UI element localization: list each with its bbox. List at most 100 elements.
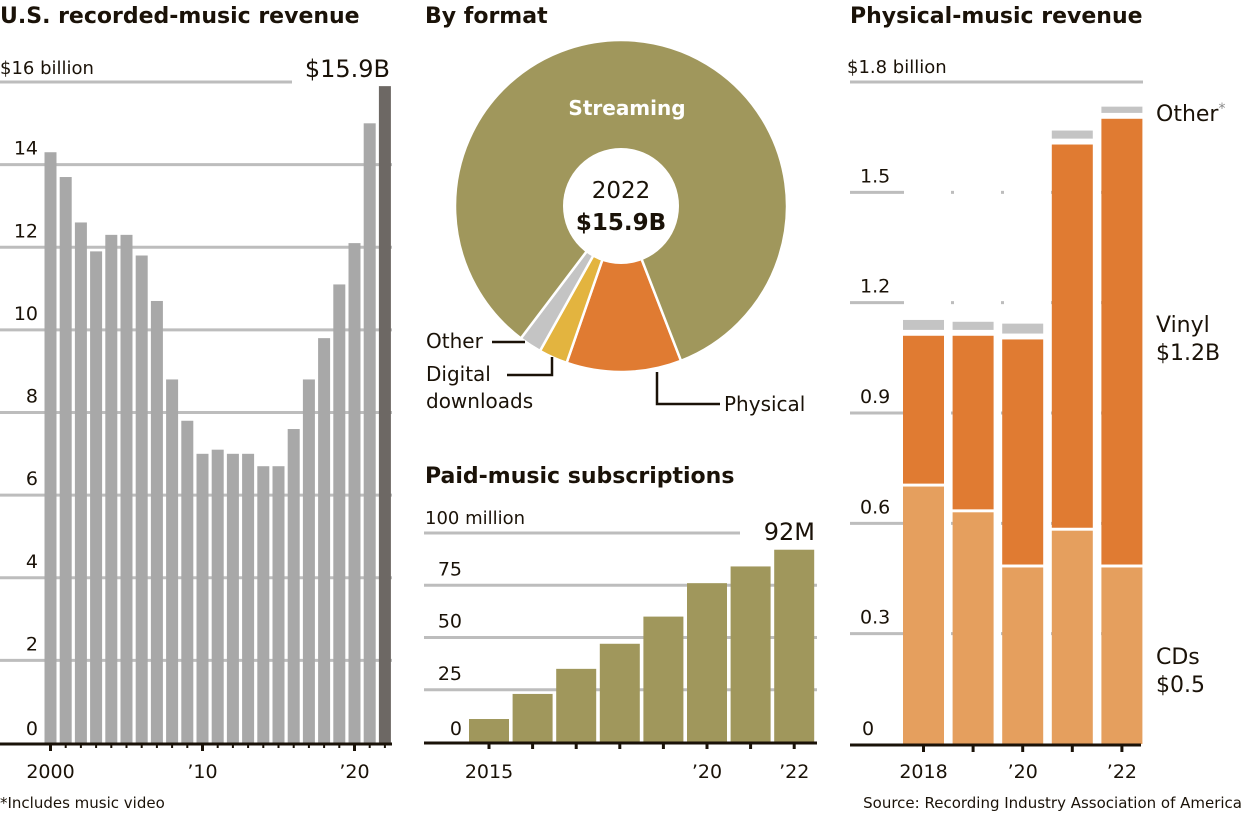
physical-ytick-label: 0.6 [860, 496, 890, 518]
physical-bar-other [903, 319, 944, 330]
physical-bar-other [1101, 106, 1143, 113]
physical-bar-vinyl [952, 335, 994, 510]
donut-center-year: 2022 [592, 178, 651, 204]
revenue-xtick-label: 2000 [26, 761, 74, 783]
subscriptions-ytick-label: 25 [438, 663, 462, 685]
physical-ytick-label: 1.2 [860, 276, 890, 298]
format-title: By format [425, 4, 548, 29]
revenue-bar [90, 251, 103, 743]
subscriptions-unit-label: 100 million [425, 508, 525, 529]
subscriptions-bar [469, 719, 509, 742]
format-chart: By format 2022 $15.9B Streaming Other Di… [425, 4, 805, 416]
physical-xtick-label: 2018 [899, 761, 947, 783]
subscriptions-ytick-label: 50 [438, 611, 462, 633]
other-label: Other [426, 329, 484, 353]
subscriptions-bar [556, 668, 597, 742]
physical-bar-cds [952, 512, 994, 744]
revenue-bar [348, 243, 361, 743]
legend-cds-label: CDs [1156, 645, 1200, 670]
physical-ytick-label: 0.3 [860, 607, 890, 629]
source-note: Source: Recording Industry Association o… [863, 794, 1242, 812]
subscriptions-xtick-label: ’20 [692, 761, 722, 783]
revenue-xtick-label: ’20 [339, 761, 369, 783]
subscriptions-chart: Paid-music subscriptions 25 50 75 0 100 mil… [424, 464, 817, 783]
physical-ytick-label: 1.5 [860, 165, 890, 187]
revenue-bar [287, 429, 300, 743]
revenue-bar [363, 123, 376, 743]
physical-chart: Physical-music revenue 0.30.60.91.21.50 … [847, 4, 1242, 812]
revenue-ytick-label: 6 [26, 468, 38, 490]
physical-bar-vinyl [1002, 339, 1044, 565]
subscriptions-bar [512, 693, 553, 742]
physical-bar-vinyl [1101, 118, 1143, 565]
revenue-bar [302, 379, 315, 743]
revenue-bar [181, 420, 194, 743]
revenue-bar [257, 466, 270, 743]
donut-slice-physical [565, 202, 683, 374]
digital-leader-line [507, 357, 554, 377]
revenue-title: U.S. recorded-music revenue [0, 4, 360, 29]
revenue-unit-label: $16 billion [0, 58, 94, 79]
legend-vinyl-value: $1.2B [1156, 341, 1220, 366]
revenue-bar [226, 453, 239, 743]
revenue-chart: U.S. recorded-music revenue 24681012140 … [0, 4, 392, 812]
revenue-bar [318, 338, 331, 743]
physical-unit-label: $1.8 billion [847, 57, 947, 78]
subscriptions-annotation: 92M [764, 518, 815, 546]
subscriptions-title: Paid-music subscriptions [425, 464, 734, 489]
legend-vinyl-label: Vinyl [1156, 313, 1210, 338]
revenue-ytick-label: 8 [26, 386, 38, 408]
revenue-bar [59, 177, 72, 744]
physical-leader-line [655, 372, 720, 406]
revenue-bar [166, 379, 179, 743]
revenue-bar [196, 453, 209, 743]
subscriptions-bar [643, 616, 684, 742]
revenue-bar [105, 234, 118, 743]
subscriptions-xtick-label: 2015 [465, 761, 513, 783]
physical-xtick-label: ’20 [1008, 761, 1038, 783]
physical-bar-cds [1101, 567, 1143, 744]
legend-cds-value: $0.5 [1156, 673, 1205, 698]
revenue-ytick-label: 14 [14, 138, 38, 160]
revenue-ytick-label: 10 [14, 303, 38, 325]
digital-label-line2: downloads [426, 389, 533, 413]
streaming-label: Streaming [568, 96, 685, 120]
physical-title: Physical-music revenue [850, 4, 1143, 29]
revenue-bar [378, 86, 391, 744]
revenue-bar [211, 449, 224, 743]
footnote: *Includes music video [0, 794, 165, 812]
donut-hole [563, 148, 679, 264]
subscriptions-xtick-label: ’22 [779, 761, 809, 783]
revenue-ytick-label: 12 [14, 220, 38, 242]
subscriptions-bar [599, 643, 640, 742]
revenue-xtick-label: ’10 [187, 761, 217, 783]
physical-bar-vinyl [903, 335, 944, 484]
revenue-bar [44, 152, 57, 743]
subscriptions-ytick-label: 75 [438, 558, 462, 580]
revenue-bar [242, 453, 255, 743]
revenue-ytick-label: 4 [26, 551, 38, 573]
physical-bar-other [1051, 130, 1093, 139]
physical-label: Physical [724, 392, 805, 416]
revenue-bar [120, 234, 133, 743]
physical-bar-other [1002, 323, 1044, 334]
revenue-bar [74, 222, 87, 743]
subscriptions-bar [774, 549, 815, 742]
donut-center-total: $15.9B [576, 210, 666, 236]
physical-bar-vinyl [1051, 144, 1093, 528]
revenue-ytick-label: 2 [26, 633, 38, 655]
subscriptions-ytick-label: 0 [450, 718, 462, 740]
legend-other-label: Other* [1156, 101, 1225, 127]
physical-bar-cds [1002, 567, 1044, 744]
revenue-bar [135, 255, 148, 743]
physical-ytick-label: 0.9 [860, 386, 890, 408]
revenue-bar [150, 300, 163, 743]
revenue-bar [272, 466, 285, 743]
physical-bar-other [952, 321, 994, 330]
physical-bar-cds [1051, 530, 1093, 744]
subscriptions-bar [730, 566, 771, 742]
revenue-bar [333, 284, 346, 743]
revenue-ytick-label: 0 [26, 718, 38, 740]
physical-xtick-label: ’22 [1107, 761, 1137, 783]
